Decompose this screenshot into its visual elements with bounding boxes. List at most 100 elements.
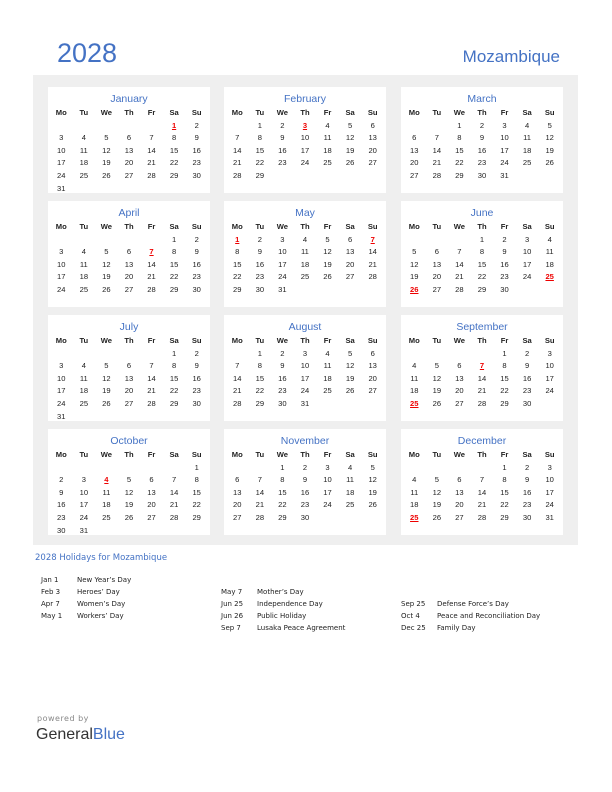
- day: 13: [345, 247, 355, 257]
- day: 26: [545, 158, 554, 168]
- day: 5: [434, 361, 439, 371]
- day: 26: [102, 398, 111, 408]
- day: 21: [233, 386, 242, 396]
- day: 13: [410, 145, 419, 155]
- day: 9: [280, 361, 285, 371]
- day: 18: [102, 500, 111, 510]
- month-grid: Mo Tu We Th Fr Sa Su 1 2 3 4 5 6 7 8 9 10 11 12 13 14 15 16 17 1…: [403, 335, 561, 411]
- day: 22: [169, 272, 179, 282]
- day: 30: [477, 170, 487, 180]
- empty-cell: [163, 525, 186, 538]
- weekday-header: We: [453, 450, 466, 459]
- day: 23: [255, 272, 265, 282]
- day: 9: [302, 475, 308, 485]
- weekday-header: Tu: [432, 336, 442, 345]
- empty-cell: [50, 120, 73, 133]
- day: 15: [278, 487, 287, 497]
- day: 8: [257, 361, 262, 371]
- weekday-header: Sa: [169, 336, 179, 345]
- weekday-header: Sa: [345, 222, 355, 231]
- day: 14: [477, 487, 487, 497]
- day: 27: [345, 272, 355, 282]
- day: 31: [278, 284, 287, 294]
- month-grid: Mo Tu We Th Fr Sa Su 1 2 3 4 5 6 7 8 9 10 11 12 13 14 15 16 17 1…: [403, 107, 561, 183]
- day: 20: [147, 500, 156, 510]
- day: 10: [500, 133, 509, 143]
- holiday-name: Workers’ Day: [77, 612, 124, 620]
- day: 1: [171, 348, 177, 358]
- day: 9: [280, 133, 285, 143]
- holiday-date: Sep 7: [221, 624, 241, 632]
- empty-cell: [118, 462, 141, 475]
- day: 7: [479, 475, 485, 485]
- day: 22: [169, 386, 179, 396]
- day: 26: [345, 158, 355, 168]
- empty-cell: [339, 284, 362, 297]
- empty-cell: [140, 183, 163, 196]
- weekday-header: Th: [477, 450, 487, 459]
- day: 17: [522, 259, 532, 269]
- day: 8: [280, 475, 285, 485]
- empty-cell: [448, 348, 471, 361]
- day: 3: [302, 348, 308, 358]
- day: 4: [325, 120, 330, 130]
- day: 23: [192, 272, 201, 282]
- day: 16: [522, 487, 532, 497]
- generalblue-logo[interactable]: GeneralBlue: [36, 726, 125, 744]
- holiday-date: Jun 26: [221, 612, 244, 620]
- day: 5: [104, 247, 109, 257]
- day: 16: [522, 373, 532, 383]
- month-june: June Mo Tu We Th Fr Sa Su 1 2 3 4 5 6 7 8 9 10 11 12 13 14 15 1…: [401, 201, 563, 307]
- month-grid: Mo Tu We Th Fr Sa Su 1 2 3 4 5 6 7 8 9 10 11 12 13 14 15 16 17 1…: [50, 107, 208, 195]
- day: 26: [432, 512, 442, 522]
- weekday-header: Th: [124, 108, 134, 117]
- day: 19: [345, 145, 355, 155]
- holiday-day: 25: [545, 272, 554, 282]
- day: 12: [432, 373, 442, 383]
- month-grid: Mo Tu We Th Fr Sa Su 1 2 3 4 5 6 7 8 9 10 11 12 13 14 15 16 17 1…: [226, 335, 384, 411]
- holiday-item: Dec 25 Family Day: [401, 622, 540, 634]
- holiday-name: Mother’s Day: [257, 588, 304, 596]
- holiday-item: Jun 26 Public Holiday: [221, 610, 345, 622]
- weekday-header: Su: [544, 222, 555, 231]
- month-february: February Mo Tu We Th Fr Sa Su 1 2 3 4 5 6 7 8 9 10 11 12 13 1…: [224, 87, 386, 193]
- weekday-header: Fr: [147, 336, 156, 345]
- empty-cell: [271, 170, 294, 183]
- day: 12: [102, 145, 111, 155]
- day: 22: [233, 272, 242, 282]
- empty-cell: [163, 462, 186, 475]
- weekday-header: Fr: [323, 222, 332, 231]
- empty-cell: [226, 120, 249, 133]
- empty-cell: [294, 284, 317, 297]
- weekday-header: Mo: [408, 450, 420, 459]
- empty-cell: [95, 462, 118, 475]
- empty-cell: [403, 348, 426, 361]
- holiday-name: Women’s Day: [77, 600, 126, 608]
- day: 24: [545, 500, 554, 510]
- day: 27: [455, 398, 464, 408]
- weekday-header: We: [453, 336, 466, 345]
- day: 1: [194, 462, 199, 472]
- day: 10: [57, 145, 66, 155]
- day: 8: [194, 475, 199, 485]
- day: 24: [323, 500, 332, 510]
- empty-cell: [73, 348, 96, 361]
- day: 15: [455, 145, 464, 155]
- day: 18: [323, 373, 332, 383]
- weekday-header: Mo: [55, 222, 67, 231]
- day: 5: [370, 462, 375, 472]
- day: 24: [500, 158, 509, 168]
- empty-cell: [95, 411, 118, 424]
- holiday-item: May 1 Workers’ Day: [41, 610, 131, 622]
- day: 2: [257, 234, 262, 244]
- day: 16: [192, 145, 201, 155]
- empty-cell: [426, 348, 449, 361]
- month-name: February: [283, 93, 326, 105]
- day: 18: [345, 487, 355, 497]
- day: 20: [432, 272, 442, 282]
- day: 20: [124, 386, 134, 396]
- holiday-item: Oct 4 Peace and Reconciliation Day: [401, 610, 540, 622]
- empty-cell: [426, 120, 449, 133]
- day: 25: [79, 398, 89, 408]
- day: 7: [171, 475, 177, 485]
